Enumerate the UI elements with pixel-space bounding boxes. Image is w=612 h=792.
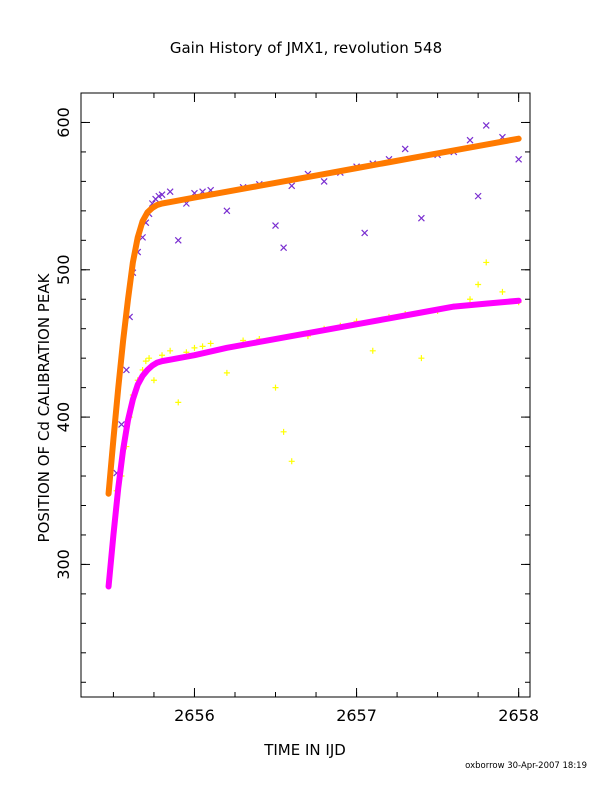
data-point [288,458,295,465]
data-point [280,428,287,435]
plot-area: 2656 2657 2658 300 400 500 600 [54,92,539,725]
data-point [418,355,425,362]
data-point [361,229,369,237]
fit-curve-1 [105,297,522,590]
x-axis-label: TIME IN IJD [263,741,346,759]
x-tick-label: 2658 [498,706,539,725]
data-point [166,188,174,196]
axis-ticks: 2656 2657 2658 300 400 500 600 [54,92,539,725]
data-point [401,145,409,153]
chart-title: Gain History of JMX1, revolution 548 [170,39,442,57]
data-point [146,355,153,362]
data-point [369,347,376,354]
data-point [118,421,125,428]
x-tick-label: 2656 [174,706,215,725]
fit-layer [105,135,522,590]
data-point [199,343,206,350]
data-point [167,347,174,354]
y-tick-label: 500 [54,255,73,286]
data-point [515,155,523,163]
data-point [207,340,214,347]
data-point [483,259,490,266]
data-point [174,236,182,244]
data-point [175,399,182,406]
data-point [467,296,474,303]
data-point [272,384,279,391]
data-point [223,369,230,376]
y-tick-label: 300 [54,549,73,580]
data-point [158,191,166,199]
data-point [272,222,279,230]
data-point [475,281,482,288]
data-point [150,377,157,384]
data-point [466,136,474,144]
data-point [142,358,149,365]
data-point [320,177,328,185]
x-tick-label: 2657 [336,706,377,725]
data-point [474,192,482,200]
data-point [417,214,425,222]
y-axis-label: POSITION OF Cd CALIBRATION PEAK [35,272,53,542]
data-point [280,244,288,252]
plot-frame [80,92,531,698]
data-point [122,366,130,374]
data-point [288,182,296,190]
data-point [191,344,198,351]
data-point [159,352,166,359]
data-point [499,288,506,295]
data-point [223,207,231,215]
data-point [482,121,490,129]
y-tick-label: 600 [54,107,73,138]
footer-credit: oxborrow 30-Apr-2007 18:19 [465,761,587,771]
fit-curve-0 [105,135,522,497]
y-tick-label: 400 [54,402,73,433]
series-1 [113,259,522,494]
